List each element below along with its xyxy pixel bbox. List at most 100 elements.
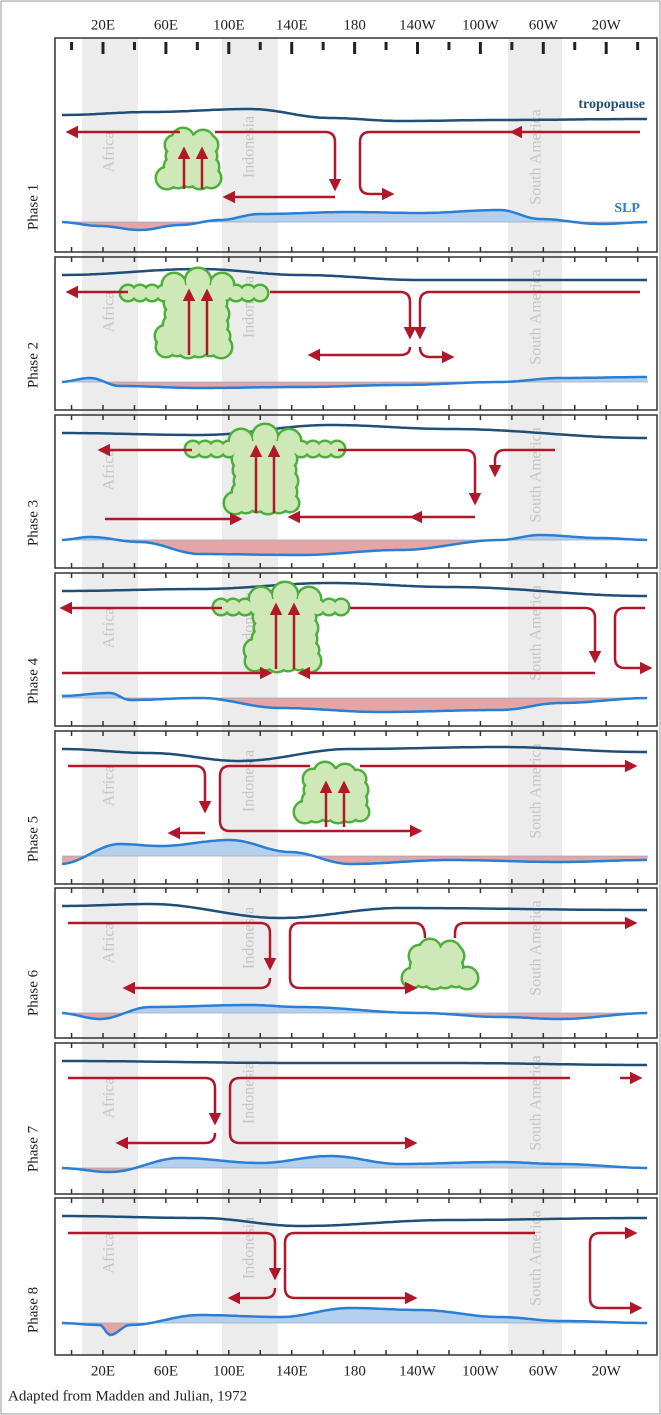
phase-panel: Africa Indonesia South America Phase 7	[25, 1042, 658, 1195]
circulation-arrow	[227, 1287, 277, 1305]
region-label: Africa	[101, 766, 118, 807]
tropopause-line	[62, 267, 647, 282]
longitude-label: 60W	[529, 1363, 559, 1379]
tropopause-line	[62, 1059, 647, 1067]
panel-box	[54, 256, 658, 411]
longitude-label: 180	[343, 1363, 366, 1379]
slp-high	[62, 1156, 648, 1168]
region-label: South America	[528, 427, 545, 523]
cloud	[400, 937, 480, 991]
slp-line	[61, 1003, 648, 1021]
cloud-body	[322, 600, 336, 614]
cloud-body	[334, 600, 348, 614]
circulation-arrow	[358, 130, 512, 201]
circulation-arrow	[68, 1231, 282, 1281]
phase-label: Phase 3	[25, 500, 41, 546]
region-label: South America	[528, 585, 545, 681]
longitude-label: 140E	[276, 17, 308, 33]
slp-line	[61, 838, 647, 866]
tropopause-line	[62, 745, 647, 763]
region-label: South America	[528, 1055, 545, 1151]
circulation-arrow	[488, 448, 555, 478]
slp-high	[62, 840, 648, 856]
cloud-body	[229, 286, 243, 300]
tropopause-line	[62, 107, 647, 123]
slp-high	[62, 377, 648, 382]
slp-low	[62, 1323, 648, 1335]
cloud-body	[133, 286, 147, 300]
longitude-label: 60E	[154, 17, 178, 33]
circulation-arrow	[215, 130, 342, 192]
circulation-arrow	[270, 290, 417, 340]
circulation-arrow	[418, 346, 455, 364]
cloud-body	[267, 441, 287, 461]
panel-box	[54, 730, 658, 885]
cloud-body	[315, 763, 335, 783]
region-label: Indonesia	[241, 116, 258, 178]
longitude-label: 100W	[462, 1363, 500, 1379]
cloud	[183, 422, 347, 516]
slp-line	[61, 1154, 647, 1174]
region-label: South America	[528, 109, 545, 205]
legend-slp: SLP	[614, 201, 640, 216]
cloud-body	[352, 804, 368, 820]
panel-box	[54, 887, 658, 1039]
slp-high	[62, 210, 648, 222]
circulation-arrow	[218, 764, 423, 838]
cloud-body	[241, 286, 255, 300]
longitude-label: 20E	[91, 1363, 115, 1379]
cloud-body	[211, 337, 231, 357]
cloud-body	[145, 286, 159, 300]
region-label: Africa	[101, 132, 118, 173]
region-label: Africa	[101, 923, 118, 964]
longitude-label: 60E	[154, 1363, 178, 1379]
longitude-label: 140E	[276, 1363, 308, 1379]
region-label: Indonesia	[241, 1062, 258, 1124]
cloud-body	[238, 600, 252, 614]
slp-high	[62, 535, 648, 540]
longitude-label: 100E	[213, 17, 245, 33]
legend-tropopause: tropopause	[578, 97, 645, 112]
circulation-arrow	[288, 921, 427, 995]
phase-label: Phase 7	[25, 1125, 41, 1172]
circulation-arrow	[283, 1231, 535, 1305]
region-label: Indonesia	[241, 1217, 258, 1279]
tropopause-line	[62, 581, 647, 598]
circulation-arrow	[307, 346, 412, 362]
cloud	[154, 126, 223, 191]
circulation-arrow	[338, 448, 482, 506]
cloud-body	[263, 599, 283, 619]
slp-line	[61, 691, 648, 714]
caption: Adapted from Madden and Julian, 1972	[8, 1388, 247, 1404]
region-label: Africa	[101, 608, 118, 649]
cloud-body	[186, 442, 200, 456]
panel-box	[54, 414, 658, 569]
cloud-body	[198, 442, 212, 456]
longitude-label: 100W	[462, 17, 500, 33]
cloud-body	[200, 285, 220, 305]
phase-panel: Africa Indonesia South America Phase 1 tropo…	[25, 37, 658, 253]
phase-label: Phase 6	[25, 969, 41, 1016]
longitude-label: 60W	[529, 17, 559, 33]
tropopause-line	[62, 1214, 647, 1228]
slp-low	[62, 698, 648, 712]
slp-line	[61, 533, 648, 557]
region-label: South America	[528, 743, 545, 839]
cloud-body	[176, 285, 196, 305]
phase-label: Phase 5	[25, 816, 41, 862]
slp-line	[61, 208, 648, 232]
cloud-body	[330, 442, 344, 456]
panel-box	[54, 572, 658, 727]
region-label: Africa	[101, 450, 118, 491]
phase-label: Phase 4	[25, 657, 41, 704]
cloud-body	[335, 765, 355, 785]
cloud-body	[440, 942, 460, 962]
region-label: South America	[528, 269, 545, 365]
phase-label: Phase 2	[25, 342, 41, 388]
slp-low	[62, 540, 648, 555]
